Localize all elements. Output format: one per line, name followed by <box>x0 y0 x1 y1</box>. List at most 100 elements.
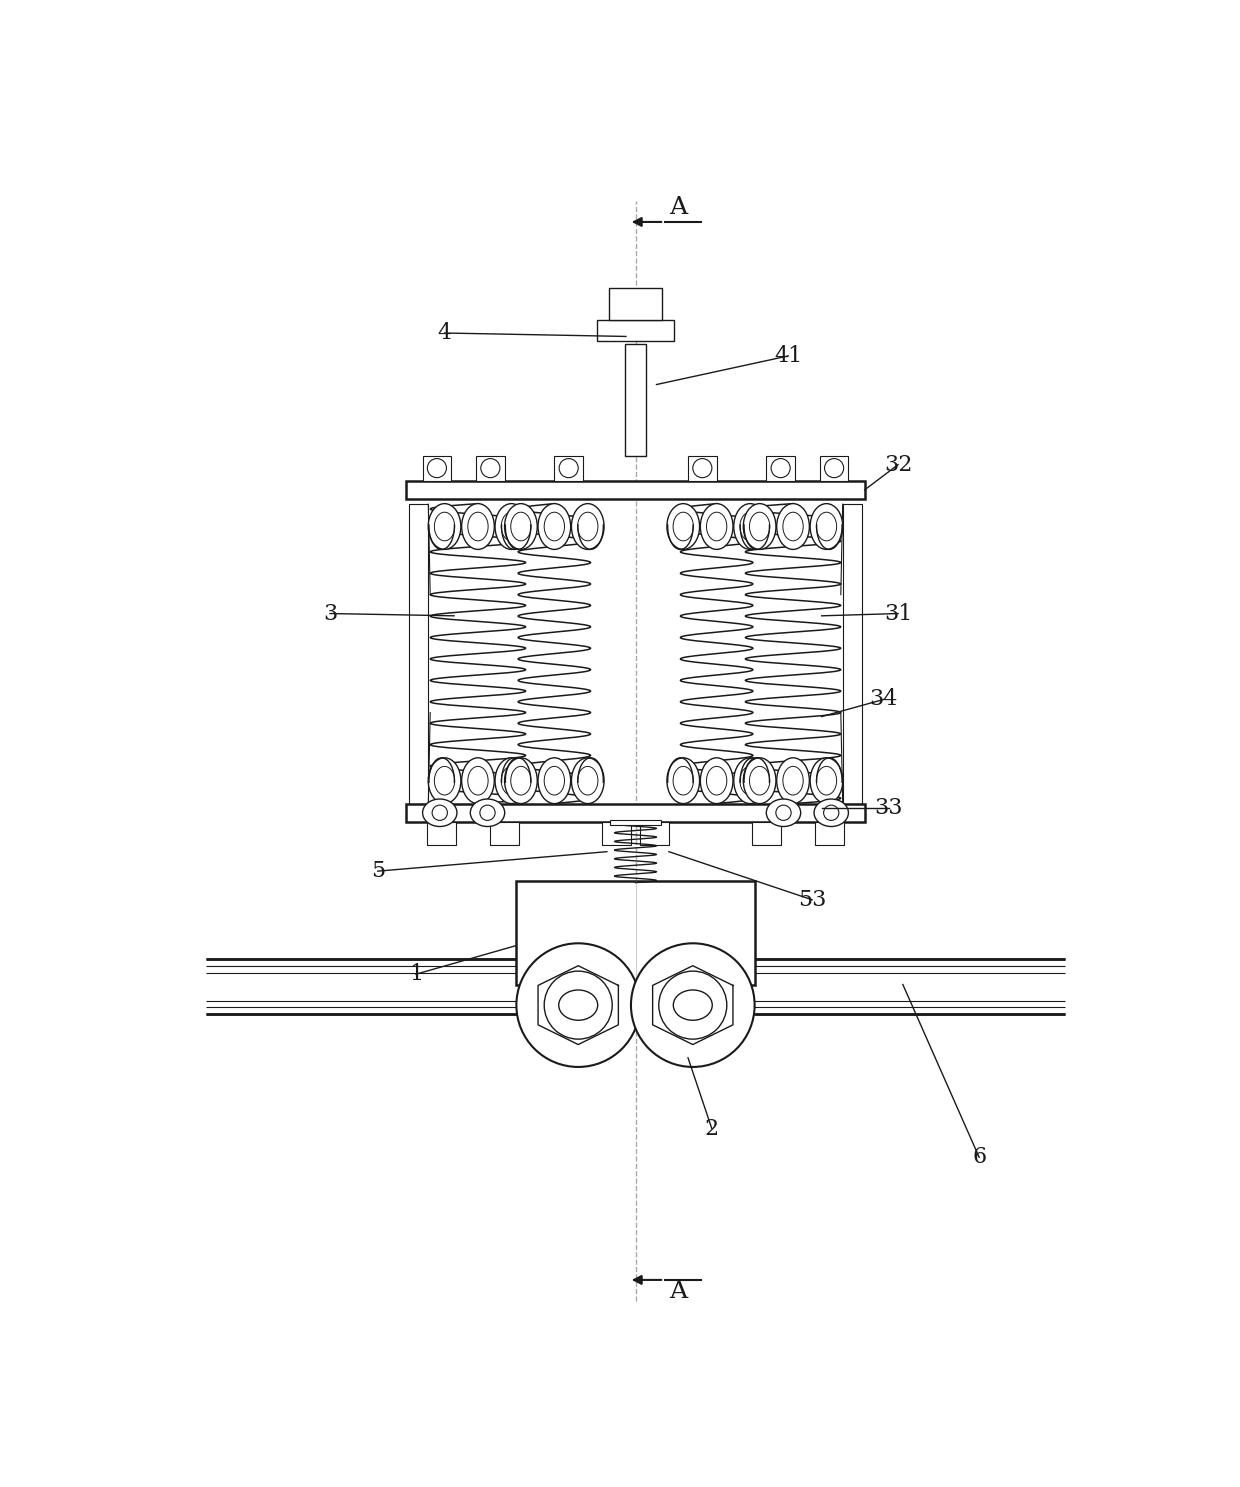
Ellipse shape <box>701 504 733 549</box>
Text: 34: 34 <box>869 688 898 711</box>
Circle shape <box>825 458 843 477</box>
Bar <box>516 882 755 984</box>
Bar <box>476 455 505 480</box>
Ellipse shape <box>511 766 531 796</box>
Ellipse shape <box>673 766 693 796</box>
Bar <box>688 455 717 480</box>
Ellipse shape <box>572 504 604 549</box>
Ellipse shape <box>810 758 843 803</box>
Text: 6: 6 <box>972 1146 986 1169</box>
Circle shape <box>432 804 448 821</box>
Bar <box>766 455 795 480</box>
Bar <box>625 345 646 455</box>
Circle shape <box>693 458 712 477</box>
Ellipse shape <box>673 990 712 1020</box>
Bar <box>428 822 456 845</box>
Bar <box>554 455 583 480</box>
Ellipse shape <box>776 758 810 803</box>
Circle shape <box>559 458 578 477</box>
Bar <box>820 455 848 480</box>
Ellipse shape <box>740 512 760 541</box>
Bar <box>407 480 864 500</box>
Ellipse shape <box>816 512 837 541</box>
Bar <box>609 288 662 320</box>
Text: 31: 31 <box>884 602 913 625</box>
Ellipse shape <box>495 758 528 803</box>
Ellipse shape <box>511 512 531 541</box>
Ellipse shape <box>538 504 570 549</box>
Bar <box>598 320 673 341</box>
Ellipse shape <box>559 990 598 1020</box>
Ellipse shape <box>667 504 699 549</box>
Ellipse shape <box>470 799 505 827</box>
Bar <box>423 455 451 480</box>
Ellipse shape <box>434 512 455 541</box>
Ellipse shape <box>810 504 843 549</box>
Bar <box>603 822 631 845</box>
Text: 2: 2 <box>704 1118 719 1139</box>
Ellipse shape <box>428 504 461 549</box>
Text: A: A <box>670 196 687 219</box>
Ellipse shape <box>813 799 848 827</box>
Ellipse shape <box>734 758 766 803</box>
Ellipse shape <box>816 766 837 796</box>
Circle shape <box>658 971 727 1039</box>
Circle shape <box>428 458 446 477</box>
Ellipse shape <box>434 766 455 796</box>
Text: 53: 53 <box>799 889 826 910</box>
Ellipse shape <box>707 766 727 796</box>
Ellipse shape <box>743 504 776 549</box>
Text: 5: 5 <box>371 859 384 882</box>
Bar <box>409 504 428 803</box>
Ellipse shape <box>538 758 570 803</box>
Ellipse shape <box>734 504 766 549</box>
Ellipse shape <box>505 504 537 549</box>
Bar <box>407 803 864 822</box>
Bar <box>610 819 661 825</box>
Ellipse shape <box>572 758 604 803</box>
Circle shape <box>480 804 495 821</box>
Bar <box>640 822 668 845</box>
Ellipse shape <box>501 766 522 796</box>
Ellipse shape <box>701 758 733 803</box>
Ellipse shape <box>578 512 598 541</box>
Text: 1: 1 <box>409 964 423 986</box>
Ellipse shape <box>673 512 693 541</box>
Bar <box>815 822 843 845</box>
Circle shape <box>631 943 755 1068</box>
Ellipse shape <box>467 512 489 541</box>
Ellipse shape <box>782 766 804 796</box>
Circle shape <box>516 943 640 1068</box>
Circle shape <box>823 804 839 821</box>
Circle shape <box>481 458 500 477</box>
Text: 3: 3 <box>322 602 337 625</box>
Text: 41: 41 <box>774 345 802 367</box>
Ellipse shape <box>667 758 699 803</box>
Ellipse shape <box>740 766 760 796</box>
Ellipse shape <box>544 512 564 541</box>
Bar <box>490 822 520 845</box>
Ellipse shape <box>743 758 776 803</box>
Circle shape <box>771 458 790 477</box>
Bar <box>751 822 781 845</box>
Circle shape <box>544 971 613 1039</box>
Ellipse shape <box>707 512 727 541</box>
Ellipse shape <box>428 758 461 803</box>
Circle shape <box>776 804 791 821</box>
Ellipse shape <box>578 766 598 796</box>
Ellipse shape <box>544 766 564 796</box>
Ellipse shape <box>776 504 810 549</box>
Text: A: A <box>670 1280 687 1303</box>
Text: 4: 4 <box>438 323 451 343</box>
Ellipse shape <box>749 512 770 541</box>
Ellipse shape <box>423 799 458 827</box>
Ellipse shape <box>495 504 528 549</box>
Text: 33: 33 <box>874 797 903 819</box>
Ellipse shape <box>461 758 495 803</box>
Ellipse shape <box>505 758 537 803</box>
Ellipse shape <box>461 504 495 549</box>
Ellipse shape <box>467 766 489 796</box>
Bar <box>843 504 862 803</box>
Ellipse shape <box>749 766 770 796</box>
Ellipse shape <box>766 799 801 827</box>
